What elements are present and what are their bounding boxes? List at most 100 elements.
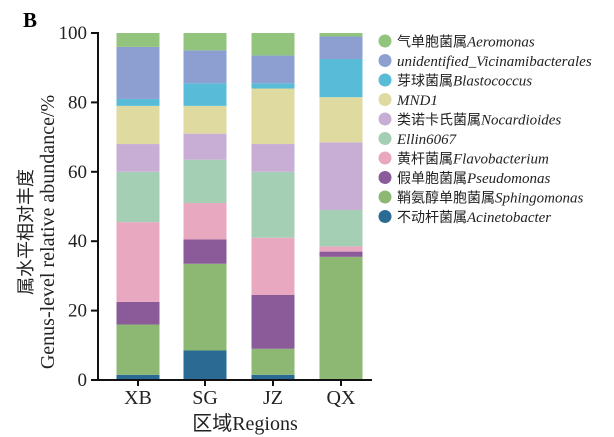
bar-segment-xb-pseudomonas <box>116 301 160 325</box>
bar-segment-xb-unidentified-vicinamibacterales <box>116 46 160 99</box>
bar-stack-jz <box>251 33 295 380</box>
bar-segment-xb-acinetobacter <box>116 374 160 380</box>
bar-segment-sg-ellin6067 <box>183 159 227 204</box>
x-tick-label: JZ <box>263 387 283 409</box>
legend-label-latin: MND1 <box>396 93 438 109</box>
bar-segment-xb-mnd1 <box>116 105 160 145</box>
y-axis: 0 20 40 60 80 100 <box>59 23 99 391</box>
bar-segment-sg-nocardioides <box>183 133 227 160</box>
y-axis-title-cn: 属水平相对丰度 <box>16 169 37 295</box>
legend-swatch <box>378 151 392 165</box>
x-tick-label: QX <box>327 387 356 409</box>
legend-label: 鞘氨醇单胞菌属Sphingomonas <box>397 190 584 207</box>
legend-label: 假单胞菌属Pseudomonas <box>397 171 550 187</box>
y-tick-label: 60 <box>68 162 87 183</box>
legend-label: MND1 <box>396 93 438 109</box>
legend-swatch <box>378 93 392 106</box>
y-tick-label: 40 <box>68 231 87 252</box>
bar-segment-jz-ellin6067 <box>251 171 295 238</box>
bar-segment-jz-mnd1 <box>251 88 295 145</box>
legend-item: MND1 <box>378 93 438 109</box>
legend-label-cn: 类诺卡氏菌属 <box>397 113 481 129</box>
bar-segment-qx-sphingomonas <box>319 256 363 380</box>
legend-label: unidentified_Vicinamibacterales <box>397 54 592 70</box>
bar-segment-jz-blastococcus <box>251 83 295 89</box>
legend-item: unidentified_Vicinamibacterales <box>378 54 592 70</box>
bar-segment-qx-nocardioides <box>319 142 363 210</box>
legend-label-latin: Pseudomonas <box>466 171 550 187</box>
bar-segment-xb-ellin6067 <box>116 171 160 223</box>
legend-label-latin: Ellin6067 <box>396 132 458 148</box>
bar-segment-sg-aeromonas <box>183 33 227 51</box>
legend-label-latin: Nocardioides <box>480 113 561 129</box>
legend-label-latin: unidentified_Vicinamibacterales <box>397 54 592 70</box>
legend-item: 假单胞菌属Pseudomonas <box>378 171 550 187</box>
legend-swatch <box>378 190 392 204</box>
legend-item: 芽球菌属Blastococcus <box>378 73 532 90</box>
bar-segment-xb-nocardioides <box>116 144 160 172</box>
x-tick-label: SG <box>192 387 218 409</box>
legend: 气单胞菌属Aeromonas unidentified_Vicinamibacte… <box>378 34 592 226</box>
bar-segment-sg-flavobacterium <box>183 203 227 240</box>
bar-segment-qx-pseudomonas <box>319 251 363 257</box>
bar-segment-jz-nocardioides <box>251 144 295 172</box>
bar-segment-xb-flavobacterium <box>116 222 160 302</box>
legend-item: Ellin6067 <box>378 132 458 148</box>
bar-segment-qx-blastococcus <box>319 59 363 98</box>
y-tick-label: 80 <box>68 92 87 113</box>
legend-item: 类诺卡氏菌属Nocardioides <box>378 112 561 129</box>
legend-item: 鞘氨醇单胞菌属Sphingomonas <box>378 190 584 207</box>
bar-segment-xb-blastococcus <box>116 98 160 106</box>
legend-swatch <box>378 132 392 145</box>
legend-label-latin: Blastococcus <box>453 74 532 90</box>
panel-label: B <box>23 8 37 32</box>
x-axis-title: 区域Regions <box>192 412 298 435</box>
bar-segment-qx-ellin6067 <box>319 209 363 247</box>
bar-segment-qx-aeromonas <box>319 33 363 37</box>
bar-segment-sg-unidentified-vicinamibacterales <box>183 50 227 84</box>
y-tick-label: 20 <box>68 301 87 322</box>
x-tick-label: XB <box>124 387 152 409</box>
legend-label: 芽球菌属Blastococcus <box>397 74 532 90</box>
legend-label-cn: 鞘氨醇单胞菌属 <box>397 190 495 207</box>
legend-swatch <box>378 73 392 87</box>
legend-label-cn: 芽球菌属 <box>397 74 453 90</box>
bar-segment-sg-mnd1 <box>183 105 227 134</box>
legend-swatch <box>378 34 392 48</box>
legend-swatch <box>378 54 392 67</box>
bar-segment-jz-flavobacterium <box>251 237 295 295</box>
legend-label: 气单胞菌属Aeromonas <box>397 35 535 51</box>
legend-label-cn: 黄杆菌属 <box>397 151 453 168</box>
legend-label-cn: 假单胞菌属 <box>397 171 467 187</box>
legend-label-latin: Aeromonas <box>466 35 535 51</box>
bar-segment-qx-flavobacterium <box>319 246 363 252</box>
bar-stack-xb <box>116 33 160 380</box>
legend-label: Ellin6067 <box>396 132 458 148</box>
legend-swatch <box>378 112 392 126</box>
legend-swatch <box>378 210 392 223</box>
legend-swatch <box>378 171 392 184</box>
bar-stack-qx <box>319 33 363 380</box>
y-axis-title-en: Genus-level relative abundance/% <box>37 95 59 369</box>
bar-segment-jz-sphingomonas <box>251 348 295 375</box>
bar-segment-jz-aeromonas <box>251 33 295 56</box>
x-axis: XB SG JZ QX <box>97 379 372 409</box>
legend-label: 不动杆菌属Acinetobacter <box>397 210 551 226</box>
legend-label-cn: 气单胞菌属 <box>397 35 467 51</box>
legend-label-latin: Sphingomonas <box>495 191 584 207</box>
bar-stack-sg <box>183 33 227 380</box>
bar-segment-qx-unidentified-vicinamibacterales <box>319 36 363 60</box>
legend-label-latin: Flavobacterium <box>452 152 549 168</box>
bar-segment-xb-aeromonas <box>116 33 160 47</box>
y-tick-label: 0 <box>78 370 88 391</box>
legend-label: 类诺卡氏菌属Nocardioides <box>397 113 561 129</box>
legend-label-cn: 不动杆菌属 <box>397 210 467 226</box>
legend-label-latin: Acinetobacter <box>466 210 551 226</box>
y-tick-label: 100 <box>59 23 88 44</box>
bar-segment-sg-blastococcus <box>183 83 227 106</box>
legend-label: 黄杆菌属Flavobacterium <box>397 151 549 168</box>
bar-segment-sg-pseudomonas <box>183 239 227 264</box>
bar-segment-sg-acinetobacter <box>183 350 227 380</box>
legend-item: 气单胞菌属Aeromonas <box>378 34 535 51</box>
